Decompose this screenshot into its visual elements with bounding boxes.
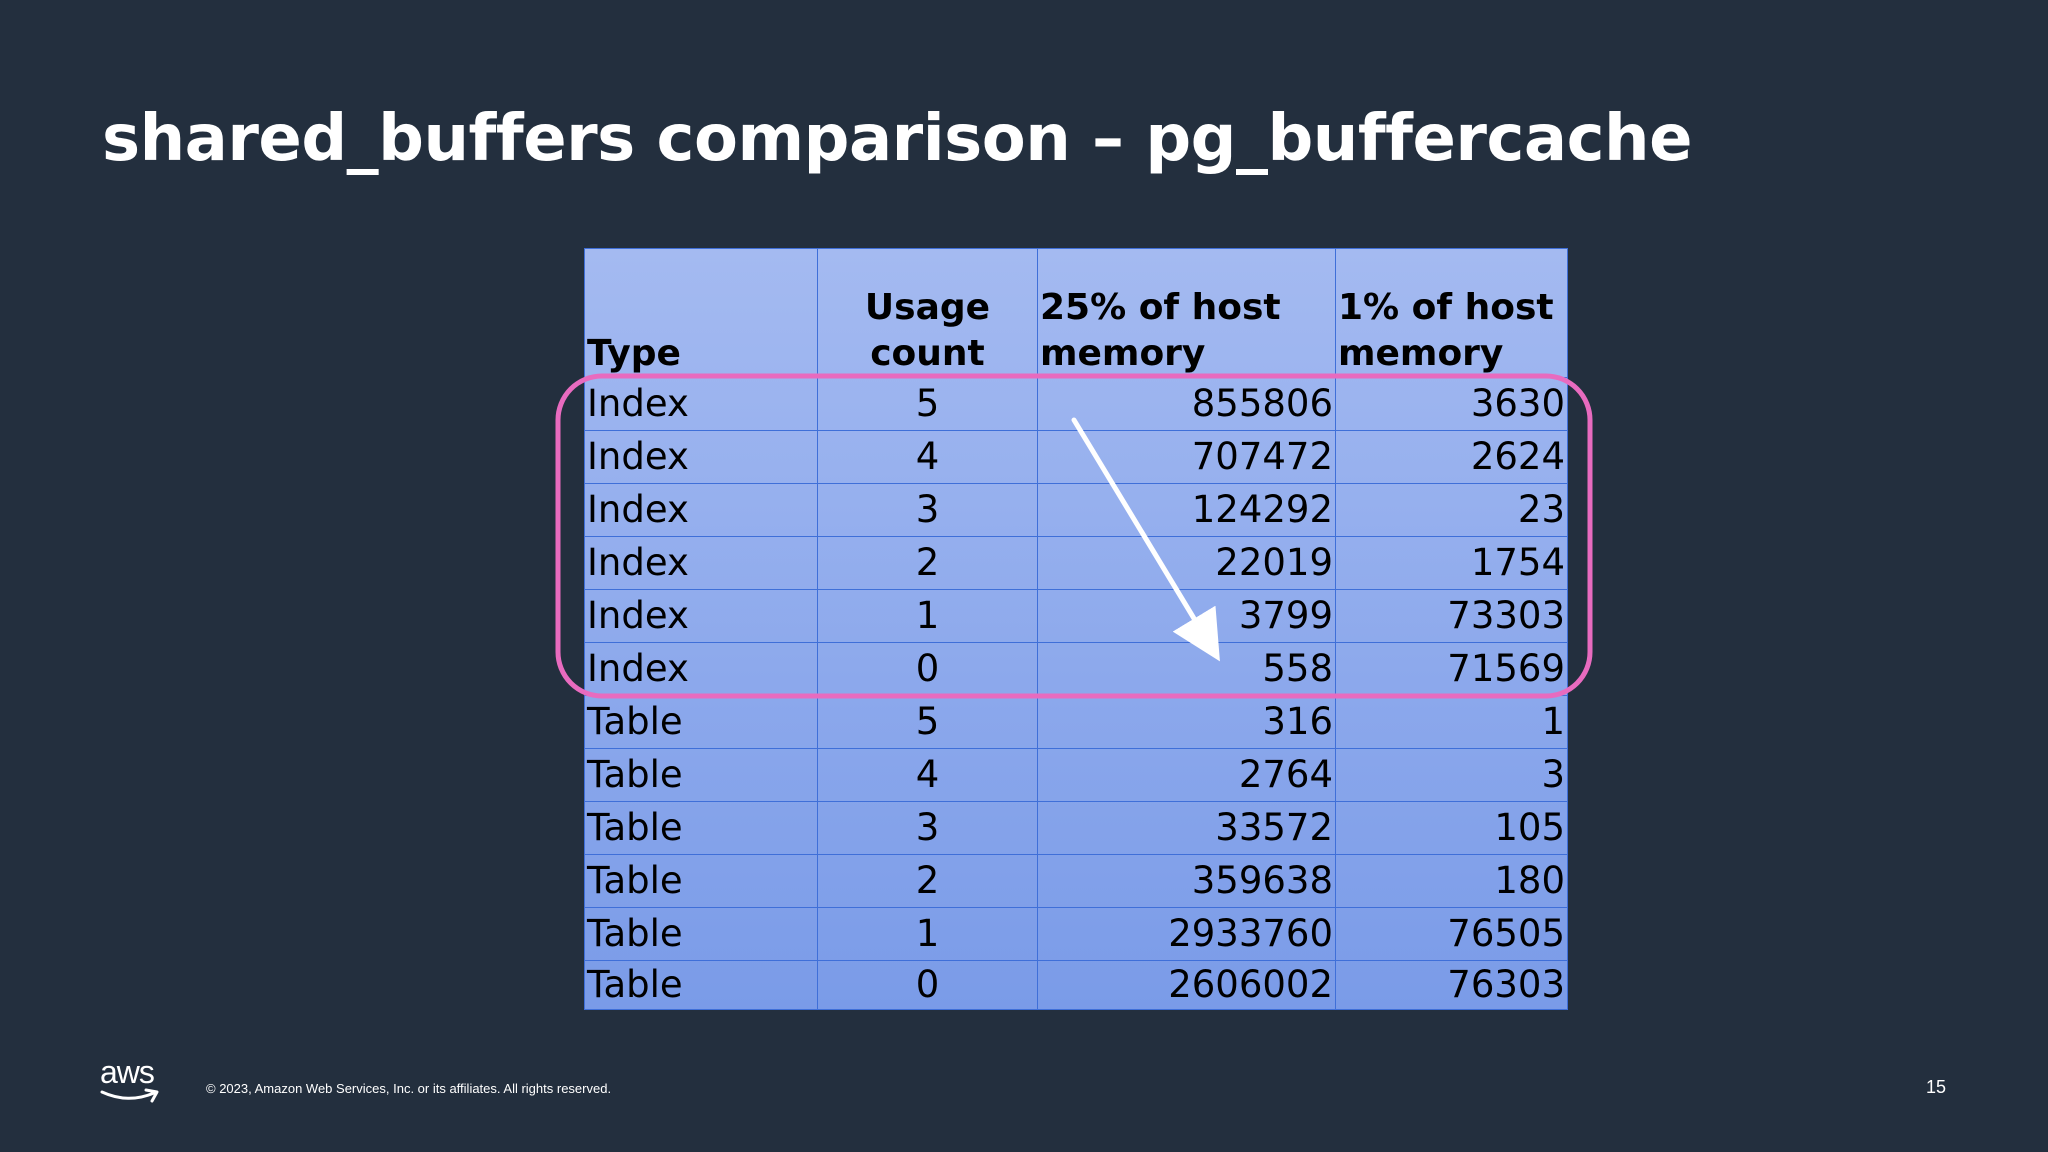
cell-25-percent: 558 [1037, 642, 1336, 696]
table-row: Table 2 359638 180 [584, 854, 1568, 908]
cell-25-percent: 2764 [1037, 748, 1336, 802]
cell-type: Table [584, 801, 818, 855]
cell-1-percent: 2624 [1335, 430, 1568, 484]
cell-25-percent: 855806 [1037, 377, 1336, 431]
cell-type: Index [584, 483, 818, 537]
table-row: Index 2 22019 1754 [584, 536, 1568, 590]
table-header-row: Type Usage count 25% of host memory 1% o… [584, 248, 1568, 378]
cell-type: Table [584, 960, 818, 1010]
cell-25-percent: 2933760 [1037, 907, 1336, 961]
cell-25-percent: 3799 [1037, 589, 1336, 643]
buffercache-table: Type Usage count 25% of host memory 1% o… [584, 248, 1568, 1010]
table-row: Index 1 3799 73303 [584, 589, 1568, 643]
smile-arrow-icon [100, 1088, 159, 1103]
cell-usage-count: 2 [817, 854, 1038, 908]
cell-1-percent: 23 [1335, 483, 1568, 537]
page-number: 15 [1925, 1077, 1946, 1097]
cell-1-percent: 3 [1335, 748, 1568, 802]
cell-type: Table [584, 748, 818, 802]
cell-1-percent: 76505 [1335, 907, 1568, 961]
table-row: Table 5 316 1 [584, 695, 1568, 749]
cell-usage-count: 4 [817, 430, 1038, 484]
cell-25-percent: 124292 [1037, 483, 1336, 537]
cell-25-percent: 2606002 [1037, 960, 1336, 1010]
cell-1-percent: 71569 [1335, 642, 1568, 696]
table-row: Index 3 124292 23 [584, 483, 1568, 537]
cell-25-percent: 316 [1037, 695, 1336, 749]
cell-usage-count: 3 [817, 483, 1038, 537]
cell-25-percent: 359638 [1037, 854, 1336, 908]
table-container: Type Usage count 25% of host memory 1% o… [584, 248, 1568, 1010]
table-row: Index 0 558 71569 [584, 642, 1568, 696]
cell-25-percent: 22019 [1037, 536, 1336, 590]
cell-1-percent: 76303 [1335, 960, 1568, 1010]
cell-1-percent: 3630 [1335, 377, 1568, 431]
cell-usage-count: 4 [817, 748, 1038, 802]
cell-type: Index [584, 536, 818, 590]
header-usage-count: Usage count [817, 248, 1038, 378]
cell-usage-count: 2 [817, 536, 1038, 590]
header-1-percent-memory: 1% of host memory [1335, 248, 1568, 378]
cell-type: Index [584, 430, 818, 484]
slide-title: shared_buffers comparison – pg_buffercac… [102, 102, 1693, 176]
cell-usage-count: 5 [817, 695, 1038, 749]
cell-1-percent: 73303 [1335, 589, 1568, 643]
table-row: Table 3 33572 105 [584, 801, 1568, 855]
cell-usage-count: 3 [817, 801, 1038, 855]
cell-type: Table [584, 907, 818, 961]
table-row: Index 5 855806 3630 [584, 377, 1568, 431]
header-type: Type [584, 248, 818, 378]
cell-type: Index [584, 642, 818, 696]
cell-type: Table [584, 695, 818, 749]
cell-usage-count: 0 [817, 960, 1038, 1010]
copyright-notice: © 2023, Amazon Web Services, Inc. or its… [206, 1081, 612, 1096]
cell-type: Index [584, 377, 818, 431]
cell-25-percent: 707472 [1037, 430, 1336, 484]
cell-usage-count: 1 [817, 907, 1038, 961]
aws-logo-text: aws [100, 1054, 155, 1090]
table-row: Table 1 2933760 76505 [584, 907, 1568, 961]
cell-usage-count: 0 [817, 642, 1038, 696]
cell-25-percent: 33572 [1037, 801, 1336, 855]
cell-usage-count: 5 [817, 377, 1038, 431]
table-row: Index 4 707472 2624 [584, 430, 1568, 484]
cell-type: Index [584, 589, 818, 643]
cell-1-percent: 1754 [1335, 536, 1568, 590]
cell-1-percent: 1 [1335, 695, 1568, 749]
cell-usage-count: 1 [817, 589, 1038, 643]
cell-1-percent: 180 [1335, 854, 1568, 908]
cell-type: Table [584, 854, 818, 908]
table-row: Table 4 2764 3 [584, 748, 1568, 802]
header-25-percent-memory: 25% of host memory [1037, 248, 1336, 378]
cell-1-percent: 105 [1335, 801, 1568, 855]
aws-logo: aws [100, 1054, 166, 1104]
table-row: Table 0 2606002 76303 [584, 960, 1568, 1010]
